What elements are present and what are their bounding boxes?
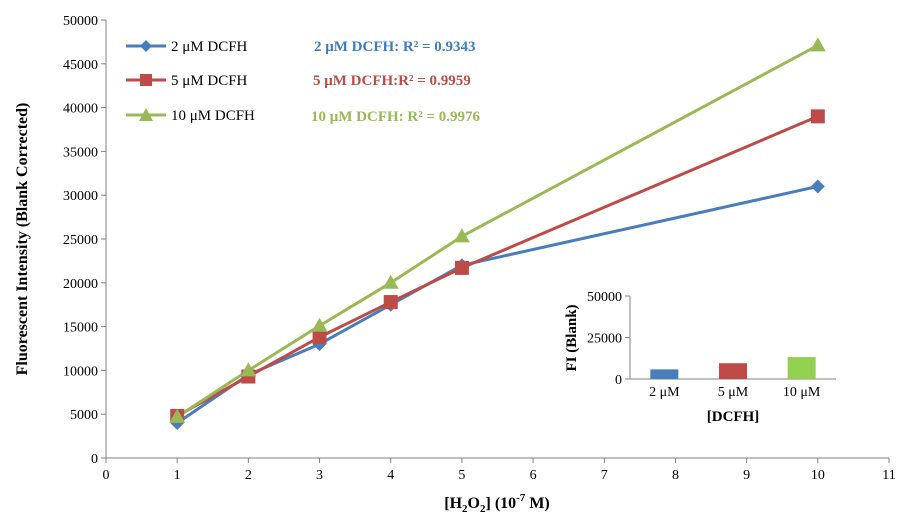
- x-tick-label: 4: [387, 468, 394, 483]
- inset-bars: [650, 357, 816, 379]
- x-tick-label: 11: [882, 468, 895, 483]
- y-tick-label: 20000: [63, 277, 98, 292]
- legend-label-10uM: 10 μM DCFH: [171, 108, 255, 124]
- data-point-triangle: [809, 37, 826, 52]
- inset-y-ticks: 0 25000 50000: [587, 290, 630, 388]
- x-axis-title-part: O: [468, 495, 480, 512]
- legend-label-2uM: 2 μM DCFH: [171, 39, 248, 55]
- inset-x-tick-label: 5 μM: [718, 385, 749, 400]
- data-point-triangle: [382, 274, 399, 289]
- x-tick-label: 6: [530, 468, 537, 483]
- y-tick-label: 40000: [63, 102, 98, 117]
- y-tick-label: 35000: [63, 145, 98, 160]
- y-tick-label: 5000: [70, 408, 98, 423]
- r2-annotation-10uM: 10 μM DCFH: R² = 0.9976: [311, 109, 481, 125]
- y-tick-label: 25000: [63, 233, 98, 248]
- x-ticks: 0 1 2 3 4 5 6 7 8 9 10 11: [103, 458, 896, 483]
- inset-y-axis-title: FI (Blank): [564, 304, 580, 371]
- inset-x-ticks: 2 μM 5 μM 10 μM: [649, 385, 821, 400]
- x-tick-label: 1: [174, 468, 181, 483]
- x-axis-title-sub: 2: [480, 503, 486, 515]
- y-tick-label: 50000: [63, 14, 98, 29]
- r2-annotation-2uM: 2 μM DCFH: R² = 0.9343: [314, 39, 476, 55]
- data-point-square: [312, 330, 327, 345]
- x-tick-label: 3: [316, 468, 323, 483]
- y-tick-label: 30000: [63, 189, 98, 204]
- x-tick-label: 7: [601, 468, 608, 483]
- series-markers: [169, 37, 826, 430]
- data-point-triangle: [169, 408, 186, 423]
- inset-x-tick-label: 10 μM: [783, 385, 821, 400]
- x-axis-title: [H2O2] (10-7 M): [444, 492, 550, 515]
- x-axis-title-sup: -7: [516, 492, 526, 504]
- x-tick-label: 0: [103, 468, 110, 483]
- data-point-triangle: [453, 228, 470, 243]
- y-tick-label: 0: [91, 452, 98, 467]
- data-point-triangle: [240, 362, 257, 377]
- data-point-triangle: [311, 317, 328, 332]
- data-point-square: [454, 260, 469, 275]
- inset-y-tick-label: 0: [615, 373, 622, 388]
- data-point-square: [383, 295, 398, 310]
- inset-bar-chart: 0 25000 50000 2 μM 5 μM 10 μM FI (Blank) [DC…: [564, 290, 836, 425]
- y-tick-label: 10000: [63, 364, 98, 379]
- legend-square-marker: [140, 74, 152, 86]
- legend-label-5uM: 5 μM DCFH: [171, 73, 248, 89]
- inset-y-tick-label: 25000: [587, 332, 622, 347]
- inset-x-tick-label: 2 μM: [649, 385, 680, 400]
- inset-bar: [719, 363, 747, 379]
- x-axis-title-part: [H: [444, 495, 462, 512]
- inset-x-axis-title: [DCFH]: [707, 409, 760, 425]
- data-point-diamond: [810, 179, 825, 194]
- data-point-square: [810, 109, 825, 124]
- y-tick-label: 45000: [63, 58, 98, 73]
- x-axis-title-part: M): [525, 495, 549, 512]
- x-tick-label: 10: [811, 468, 825, 483]
- inset-bar: [650, 369, 679, 379]
- series-line-1: [176, 114, 819, 418]
- inset-y-tick-label: 50000: [587, 290, 622, 305]
- inset-bar: [787, 357, 816, 379]
- x-tick-label: 5: [458, 468, 465, 483]
- x-tick-label: 9: [743, 468, 750, 483]
- x-axis-title-sub: 2: [462, 503, 468, 515]
- x-tick-label: 2: [245, 468, 252, 483]
- legend: 2 μM DCFH 5 μM DCFH 10 μM DCFH: [126, 39, 255, 124]
- y-axis-title: Fluorescent Intensity (Blank Corrected): [14, 103, 31, 376]
- y-ticks: 0 5000 10000 15000 20000 25000 30000 35000 40000…: [63, 14, 106, 467]
- x-tick-label: 8: [672, 468, 679, 483]
- legend-triangle-marker: [139, 108, 153, 121]
- y-tick-label: 15000: [63, 321, 98, 336]
- series-lines: [176, 44, 819, 425]
- r2-annotation-5uM: 5 μM DCFH:R² = 0.9959: [313, 73, 471, 89]
- x-axis-title-part: ] (10: [485, 495, 516, 512]
- series-line-2: [176, 44, 819, 419]
- legend-diamond-marker: [140, 40, 152, 52]
